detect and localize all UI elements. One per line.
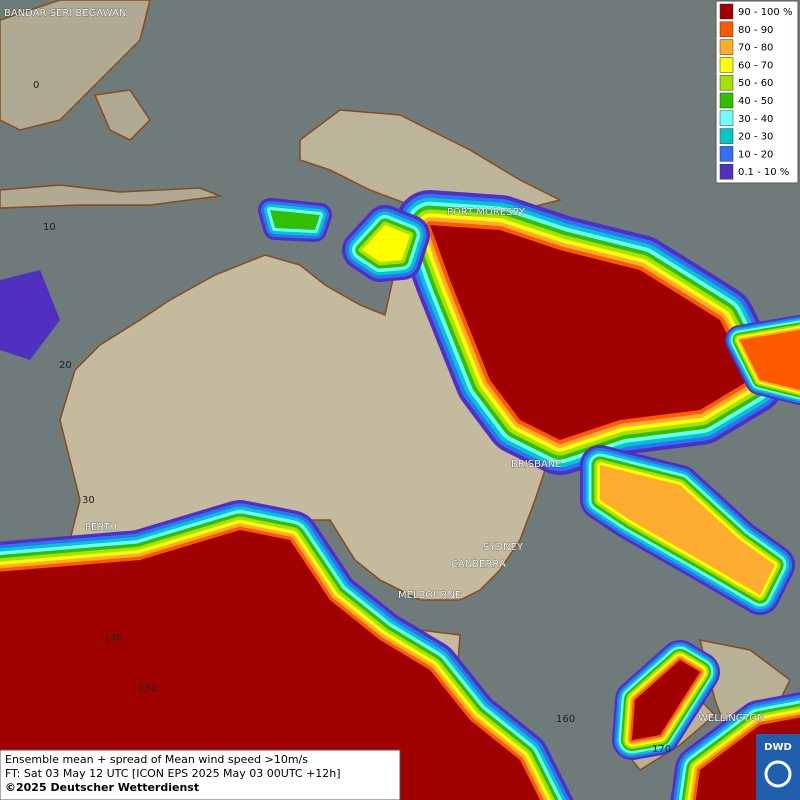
legend-swatch [719,128,734,144]
place-label: MELBOURNE [398,590,461,601]
place-label: BRISBANE [511,459,562,470]
logo-mark [764,760,792,788]
footer-line: Ensemble mean + spread of Mean wind spee… [5,753,308,766]
legend-swatch [719,110,734,127]
legend-swatch [719,3,734,20]
grid-label: 160 [556,714,575,725]
place-label: PERTH [85,522,117,533]
legend-label: 20 - 30 [738,132,773,143]
wind-core [430,225,750,440]
wind-core [0,270,60,360]
grid-label: 20 [59,360,72,371]
wind-core [0,530,540,800]
place-label: WELLINGTON [698,713,765,724]
legend-swatch [719,92,734,109]
place-label: BANDAR SERI BEGAWAN [4,8,126,19]
legend-label: 80 - 90 [738,25,773,36]
grid-label: 140 [104,633,123,644]
logo-box [756,734,800,800]
legend-label: 40 - 50 [738,96,773,107]
footer-box [0,749,401,800]
legend-label: 90 - 100 % [738,7,792,18]
legend-swatch [719,39,734,55]
legend-swatch [719,146,734,162]
wind-core [740,330,800,390]
footer-line: FT: Sat 03 May 12 UTC [ICON EPS 2025 May… [5,767,341,780]
wind-core [632,660,700,740]
place-label: SYDNEY [483,542,524,553]
legend-swatch [719,21,734,38]
legend-label: 10 - 20 [738,149,773,160]
legend-label: 0.1 - 10 % [738,167,789,178]
legend-swatch [719,57,734,73]
grid-label: 10 [43,222,56,233]
grid-label: 0 [33,80,39,91]
legend-label: 60 - 70 [738,60,773,71]
wind-core [600,465,775,595]
legend-swatch [719,163,734,180]
land [0,0,791,771]
legend-swatch [719,74,734,91]
place-label: PORT MORESBY [447,207,526,218]
footer-line: ©2025 Deutscher Wetterdienst [5,781,199,794]
place-label: CANBERRA [451,559,506,570]
legend-label: 70 - 80 [738,43,773,54]
wind-core [270,210,320,230]
grid-label: 30 [82,495,95,506]
wind-probability [0,190,800,800]
wind-core [362,225,410,262]
logo-text: DWD [764,742,792,753]
legend-label: 30 - 40 [738,114,773,125]
legend-label: 50 - 60 [738,78,773,89]
grid-label: 150 [138,684,157,695]
grid-label: 170 [652,744,671,755]
